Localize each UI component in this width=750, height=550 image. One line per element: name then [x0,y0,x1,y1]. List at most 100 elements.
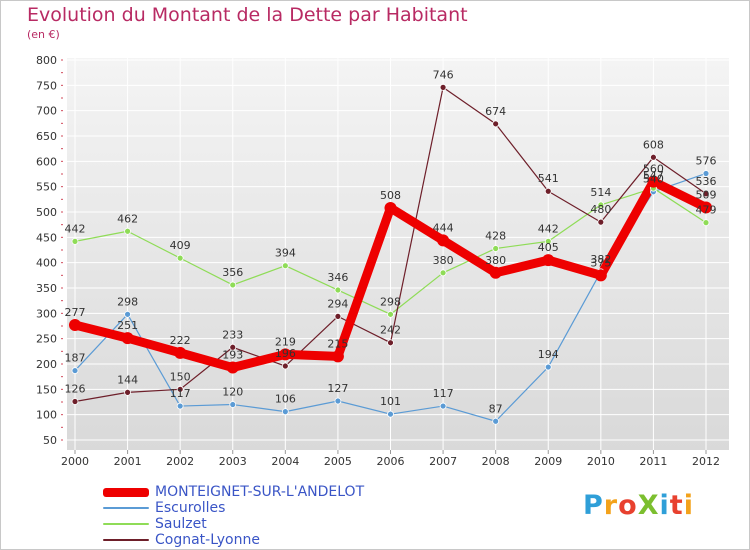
data-point [542,254,555,267]
plot-background [67,58,729,450]
data-label: 444 [433,221,454,234]
data-label: 442 [538,222,559,235]
data-label: 193 [222,349,243,362]
data-label: 117 [433,387,454,400]
data-point [281,408,289,416]
logo-letter: P [583,490,604,521]
y-tick-label: 650 [36,130,57,143]
data-point [71,237,79,245]
y-tick-label: 800 [36,54,57,67]
data-label: 462 [117,212,138,225]
chart-title: Evolution du Montant de la Dette par Hab… [27,4,468,26]
data-label: 674 [485,105,506,118]
chart-subtitle: (en €) [27,28,60,41]
data-point [489,266,502,279]
data-point [594,269,607,282]
data-label: 409 [170,239,191,252]
x-tick-label: 2009 [534,455,562,468]
data-label: 187 [65,352,86,365]
x-tick-label: 2003 [219,455,247,468]
data-label: 547 [643,169,664,182]
data-label: 380 [433,254,454,267]
y-tick-label: 550 [36,181,57,194]
x-tick-label: 2005 [324,455,352,468]
data-point [492,245,500,252]
logo-letter: X [637,490,660,521]
data-point [281,362,289,370]
data-point [334,397,342,405]
data-label: 196 [275,347,296,360]
data-label: 394 [275,247,296,260]
logo-letter: i [659,490,670,521]
data-label: 382 [590,253,611,266]
data-point [492,120,500,128]
proxiti-logo: ProXiti [583,490,694,521]
logo-letter: i [683,490,694,521]
legend-swatch [103,523,149,525]
x-tick-label: 2001 [114,455,142,468]
data-label: 405 [538,241,559,254]
y-tick-label: 400 [36,257,57,270]
data-point [176,385,184,393]
data-label: 87 [489,402,503,415]
legend-item: Saulzet [103,516,207,532]
x-tick-label: 2008 [482,455,510,468]
data-label: 219 [275,335,296,348]
x-tick-label: 2006 [377,455,405,468]
data-label: 117 [170,387,191,400]
legend-item: MONTEIGNET-SUR-L'ANDELOT [103,484,364,500]
y-tick-label: 150 [36,383,57,396]
data-label: 428 [485,229,506,242]
y-tick-label: 200 [36,358,57,371]
y-tick-label: 450 [36,231,57,244]
legend-label: Cognat-Lyonne [155,532,260,548]
data-label: 106 [275,393,296,406]
data-point [437,234,450,247]
data-point [176,254,184,262]
logo-letter: t [669,490,684,521]
data-point [439,402,447,410]
data-label: 277 [65,306,86,319]
legend-label: MONTEIGNET-SUR-L'ANDELOT [155,484,365,500]
data-point [439,83,447,91]
data-point [700,201,712,214]
data-point [439,269,447,277]
data-point [334,312,342,320]
data-label: 536 [696,175,717,188]
data-point [384,201,397,214]
data-label: 215 [327,337,348,350]
x-tick-label: 2002 [166,455,194,468]
logo-letter: o [618,490,638,521]
x-tick-label: 2011 [639,455,667,468]
data-point [229,343,237,351]
data-point [492,417,500,425]
legend-swatch [103,539,149,541]
data-point [647,175,660,188]
data-label: 356 [222,266,243,279]
y-tick-label: 250 [36,333,57,346]
data-label: 298 [117,295,138,308]
data-point [229,281,237,289]
x-tick-label: 2004 [271,455,299,468]
data-label: 541 [538,172,559,185]
data-point [702,219,710,227]
data-point [174,346,187,359]
data-point [331,350,344,363]
data-point [279,348,292,361]
data-label: 442 [65,222,86,235]
data-label: 508 [380,189,401,202]
data-point [71,398,79,405]
y-tick-label: 600 [36,155,57,168]
data-point [69,318,81,331]
legend-swatch [103,507,149,509]
data-point [71,367,79,374]
legend-swatch [103,487,149,497]
data-label: 375 [590,256,611,269]
legend-item: Cognat-Lyonne [103,532,260,548]
data-label: 126 [65,382,86,395]
data-label: 101 [380,395,401,408]
data-point [176,402,184,410]
data-point [597,218,605,226]
data-point [702,190,710,198]
data-label: 298 [380,295,401,308]
